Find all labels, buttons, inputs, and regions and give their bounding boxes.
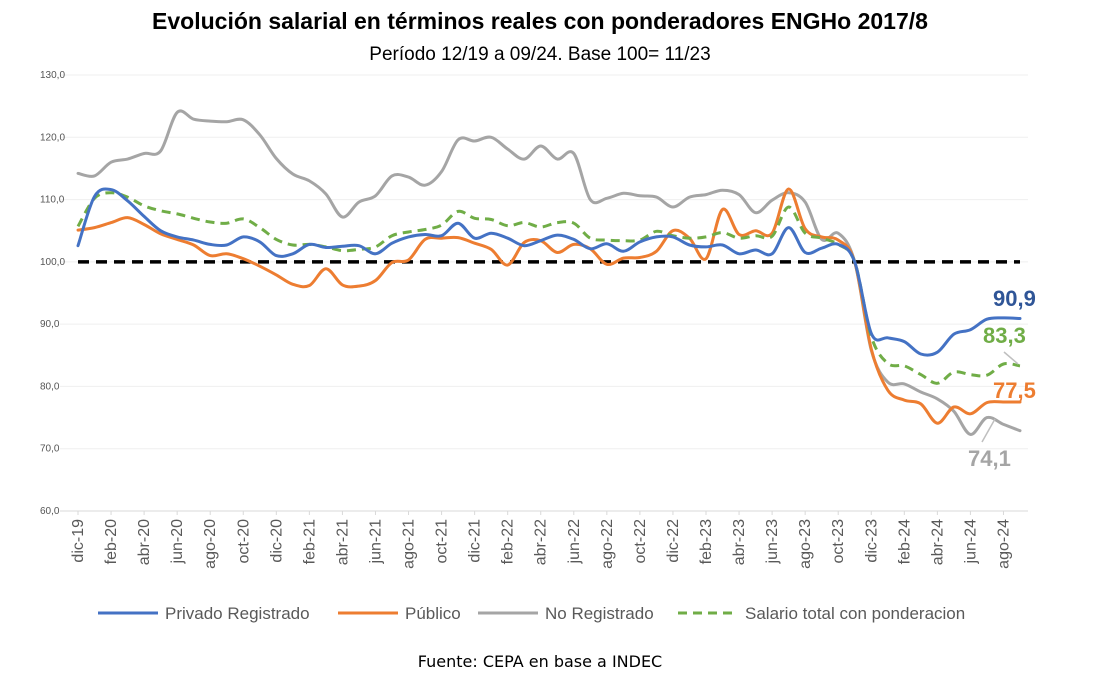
end-label-no-registrado: 74,1 (968, 446, 1011, 471)
leader-line (981, 418, 996, 443)
x-tick-label: jun-21 (367, 519, 384, 565)
grid-lines (60, 74, 1028, 512)
x-tick-label: dic-19 (70, 519, 87, 563)
series-line-salario-total (76, 191, 1021, 385)
x-tick-label: jun-24 (962, 519, 979, 565)
legend-label-salario-total: Salario total con ponderacion (745, 604, 965, 623)
end-labels: 90,9 77,5 74,1 83,3 (968, 286, 1036, 471)
series-line-no-registrado (76, 109, 1022, 436)
x-tick-label: ago-20 (202, 519, 219, 569)
x-tick-label: ago-21 (401, 519, 418, 569)
series-line-privado-registrado (76, 187, 1022, 357)
x-tick-label: abr-24 (929, 519, 946, 565)
y-tick-label: 90,0 (40, 319, 60, 330)
y-tick-label: 100,0 (40, 257, 65, 268)
x-tick-label: dic-22 (665, 519, 682, 563)
y-tick-label: 110,0 (40, 195, 65, 206)
y-tick-label: 80,0 (40, 381, 60, 392)
leader-line (1003, 351, 1019, 365)
end-label-publico: 77,5 (993, 378, 1036, 403)
x-tick-label: ago-24 (995, 519, 1012, 569)
end-label-privado-registrado: 90,9 (993, 286, 1036, 311)
legend-label-privado-registrado: Privado Registrado (165, 604, 310, 623)
x-tick-label: dic-23 (863, 519, 880, 563)
x-tick-label: abr-23 (731, 519, 748, 565)
chart-subtitle: Período 12/19 a 09/24. Base 100= 11/23 (369, 44, 711, 65)
x-tick-label: feb-24 (896, 519, 913, 564)
x-tick-label: oct-23 (830, 519, 847, 564)
x-tick-label: abr-22 (533, 519, 550, 565)
x-tick-label: feb-21 (301, 519, 318, 564)
y-tick-label: 130,0 (40, 70, 65, 81)
x-tick-label: ago-22 (599, 519, 616, 569)
x-tick-label: abr-20 (136, 519, 153, 565)
y-axis: 60,0 70,0 80,0 90,0 100,0 110,0 120,0 130,0 (40, 70, 65, 517)
x-tick-label: jun-22 (566, 519, 583, 565)
x-tick-label: feb-20 (103, 519, 120, 564)
source-note: Fuente: CEPA en base a INDEC (417, 652, 663, 671)
legend-label-publico: Público (405, 604, 461, 623)
x-tick-label: abr-21 (334, 519, 351, 565)
x-tick-label: feb-22 (500, 519, 517, 564)
end-label-salario-total: 83,3 (983, 323, 1026, 348)
x-tick-label: oct-20 (235, 519, 252, 564)
x-tick-label: oct-21 (434, 519, 451, 564)
x-tick-label: dic-20 (268, 519, 285, 563)
x-tick-label: jun-23 (764, 519, 781, 565)
y-tick-label: 60,0 (40, 506, 60, 517)
legend-label-no-registrado: No Registrado (545, 604, 654, 623)
legend: Privado Registrado Público No Registrado Sa… (98, 604, 965, 623)
chart-title: Evolución salarial en términos reales co… (152, 8, 928, 34)
x-tick-label: feb-23 (698, 519, 715, 564)
y-tick-label: 120,0 (40, 132, 65, 143)
x-tick-label: ago-23 (797, 519, 814, 569)
x-tick-label: dic-21 (467, 519, 484, 563)
y-tick-label: 70,0 (40, 444, 60, 455)
x-tick-label: oct-22 (632, 519, 649, 564)
x-tick-label: jun-20 (169, 519, 186, 565)
series-lines (76, 109, 1022, 436)
x-axis: dic-19 feb-20 abr-20 jun-20 ago-20 oct-20 dic-… (70, 511, 1012, 569)
